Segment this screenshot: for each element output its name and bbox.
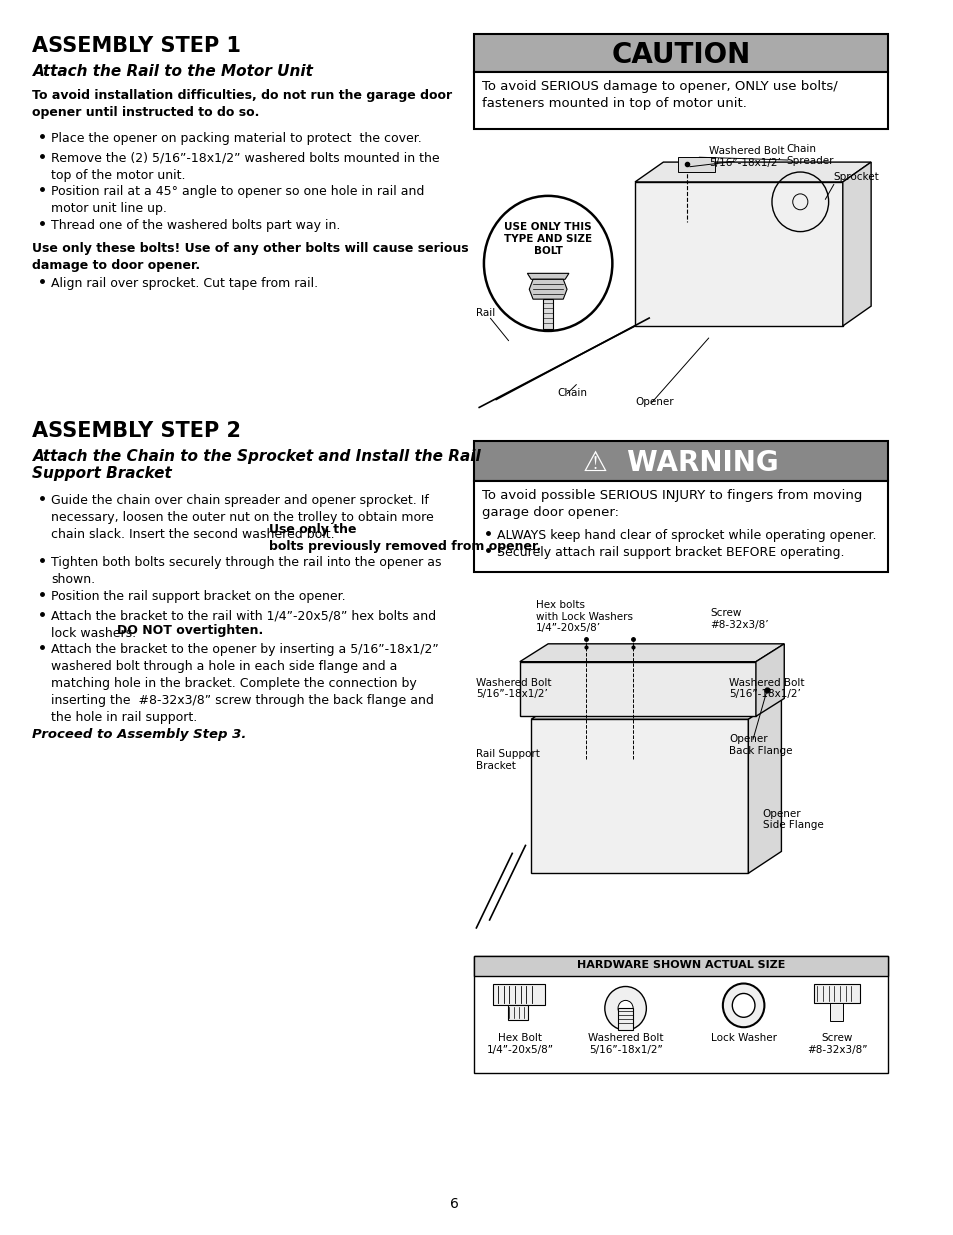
Circle shape	[732, 993, 754, 1018]
Text: Align rail over sprocket. Cut tape from rail.: Align rail over sprocket. Cut tape from …	[51, 278, 318, 290]
Polygon shape	[531, 698, 781, 719]
Text: Use only the
bolts previously removed from opener.: Use only the bolts previously removed fr…	[269, 522, 540, 552]
Bar	[543, 299, 553, 329]
Text: Securely attach rail support bracket BEFORE operating.: Securely attach rail support bracket BEF…	[497, 546, 843, 559]
Text: USE ONLY THIS
TYPE AND SIZE
BOLT: USE ONLY THIS TYPE AND SIZE BOLT	[503, 222, 592, 257]
Text: Lock Washer: Lock Washer	[710, 1034, 776, 1044]
Text: Support Bracket: Support Bracket	[32, 466, 172, 480]
Text: Attach the Rail to the Motor Unit: Attach the Rail to the Motor Unit	[32, 64, 313, 79]
Polygon shape	[841, 162, 870, 326]
Text: Remove the (2) 5/16”-18x1/2” washered bolts mounted in the
top of the motor unit: Remove the (2) 5/16”-18x1/2” washered bo…	[51, 152, 439, 182]
Text: Opener
Back Flange: Opener Back Flange	[729, 734, 792, 756]
Text: To avoid SERIOUS damage to opener, ONLY use bolts/
fasteners mounted in top of m: To avoid SERIOUS damage to opener, ONLY …	[481, 79, 837, 110]
Text: Washered Bolt
5/16”-18x1/2’: Washered Bolt 5/16”-18x1/2’	[476, 678, 551, 699]
Text: Place the opener on packing material to protect  the cover.: Place the opener on packing material to …	[51, 132, 421, 146]
Text: Attach the bracket to the opener by inserting a 5/16”-18x1/2”
washered bolt thro: Attach the bracket to the opener by inse…	[51, 643, 438, 724]
Circle shape	[722, 983, 763, 1028]
Text: Opener
Side Flange: Opener Side Flange	[761, 809, 822, 830]
Text: To avoid possible SERIOUS INJURY to fingers from moving
garage door opener:: To avoid possible SERIOUS INJURY to fing…	[481, 489, 862, 519]
Text: Position the rail support bracket on the opener.: Position the rail support bracket on the…	[51, 590, 346, 603]
Text: Attach the Chain to the Sprocket and Install the Rail: Attach the Chain to the Sprocket and Ins…	[32, 450, 480, 464]
Text: Sprocket: Sprocket	[833, 172, 878, 182]
Text: CAUTION: CAUTION	[611, 41, 750, 69]
Bar	[507, 1005, 528, 1020]
Text: Chain: Chain	[557, 388, 587, 398]
Text: ASSEMBLY STEP 2: ASSEMBLY STEP 2	[32, 421, 241, 441]
Polygon shape	[635, 182, 841, 326]
Text: Washered Bolt
5/16”-18x1/2”: Washered Bolt 5/16”-18x1/2”	[587, 1034, 662, 1055]
Text: Thread one of the washered bolts part way in.: Thread one of the washered bolts part wa…	[51, 219, 340, 232]
Text: Rail Support
Bracket: Rail Support Bracket	[476, 750, 539, 771]
Polygon shape	[635, 162, 870, 182]
Text: Guide the chain over chain spreader and opener sprocket. If
necessary, loosen th: Guide the chain over chain spreader and …	[51, 494, 434, 541]
Text: To avoid installation difficulties, do not run the garage door
opener until inst: To avoid installation difficulties, do n…	[32, 89, 452, 119]
Text: HARDWARE SHOWN ACTUAL SIZE: HARDWARE SHOWN ACTUAL SIZE	[577, 960, 784, 969]
Text: Tighten both bolts securely through the rail into the opener as
shown.: Tighten both bolts securely through the …	[51, 557, 441, 587]
Bar	[677, 157, 715, 172]
Polygon shape	[755, 643, 783, 716]
Bar	[474, 956, 887, 976]
Bar	[829, 1003, 841, 1021]
Text: ⚠  WARNING: ⚠ WARNING	[583, 450, 779, 477]
Bar	[493, 983, 545, 1005]
Text: Screw
#8-32x3/8’: Screw #8-32x3/8’	[710, 608, 768, 630]
Text: Use only these bolts! Use of any other bolts will cause serious
damage to door o: Use only these bolts! Use of any other b…	[32, 242, 469, 272]
Polygon shape	[747, 698, 781, 873]
Polygon shape	[527, 273, 568, 279]
Bar	[474, 35, 887, 72]
Text: Proceed to Assembly Step 3.: Proceed to Assembly Step 3.	[32, 729, 247, 741]
Text: Opener: Opener	[635, 398, 673, 408]
Bar	[474, 441, 887, 480]
Polygon shape	[531, 719, 747, 873]
Text: Washered Bolt
5/16”-18x1/2’: Washered Bolt 5/16”-18x1/2’	[729, 678, 804, 699]
Text: Hex Bolt
1/4”-20x5/8”: Hex Bolt 1/4”-20x5/8”	[486, 1034, 553, 1055]
Text: Attach the bracket to the rail with 1/4”-20x5/8” hex bolts and
lock washers.: Attach the bracket to the rail with 1/4”…	[51, 610, 436, 640]
Text: DO NOT overtighten.: DO NOT overtighten.	[117, 624, 263, 637]
Text: Screw
#8-32x3/8”: Screw #8-32x3/8”	[806, 1034, 866, 1055]
Polygon shape	[519, 643, 783, 662]
Text: ALWAYS keep hand clear of sprocket while operating opener.: ALWAYS keep hand clear of sprocket while…	[497, 529, 876, 542]
Circle shape	[618, 1000, 633, 1016]
Circle shape	[604, 987, 646, 1030]
Polygon shape	[519, 662, 755, 716]
Text: Rail: Rail	[476, 308, 496, 319]
Text: ASSEMBLY STEP 1: ASSEMBLY STEP 1	[32, 36, 241, 56]
Text: Washered Bolt
5/16”-18x1/2’: Washered Bolt 5/16”-18x1/2’	[708, 146, 783, 168]
Text: 6: 6	[450, 1197, 458, 1212]
Bar	[618, 1008, 633, 1030]
Text: Chain
Spreader: Chain Spreader	[785, 144, 833, 165]
Bar	[474, 72, 887, 130]
Text: Position rail at a 45° angle to opener so one hole in rail and
motor unit line u: Position rail at a 45° angle to opener s…	[51, 185, 424, 215]
Bar	[474, 956, 887, 1073]
Bar	[474, 480, 887, 572]
Text: Hex bolts
with Lock Washers
1/4”-20x5/8’: Hex bolts with Lock Washers 1/4”-20x5/8’	[536, 600, 632, 634]
Polygon shape	[529, 279, 566, 299]
Bar	[814, 983, 859, 1003]
